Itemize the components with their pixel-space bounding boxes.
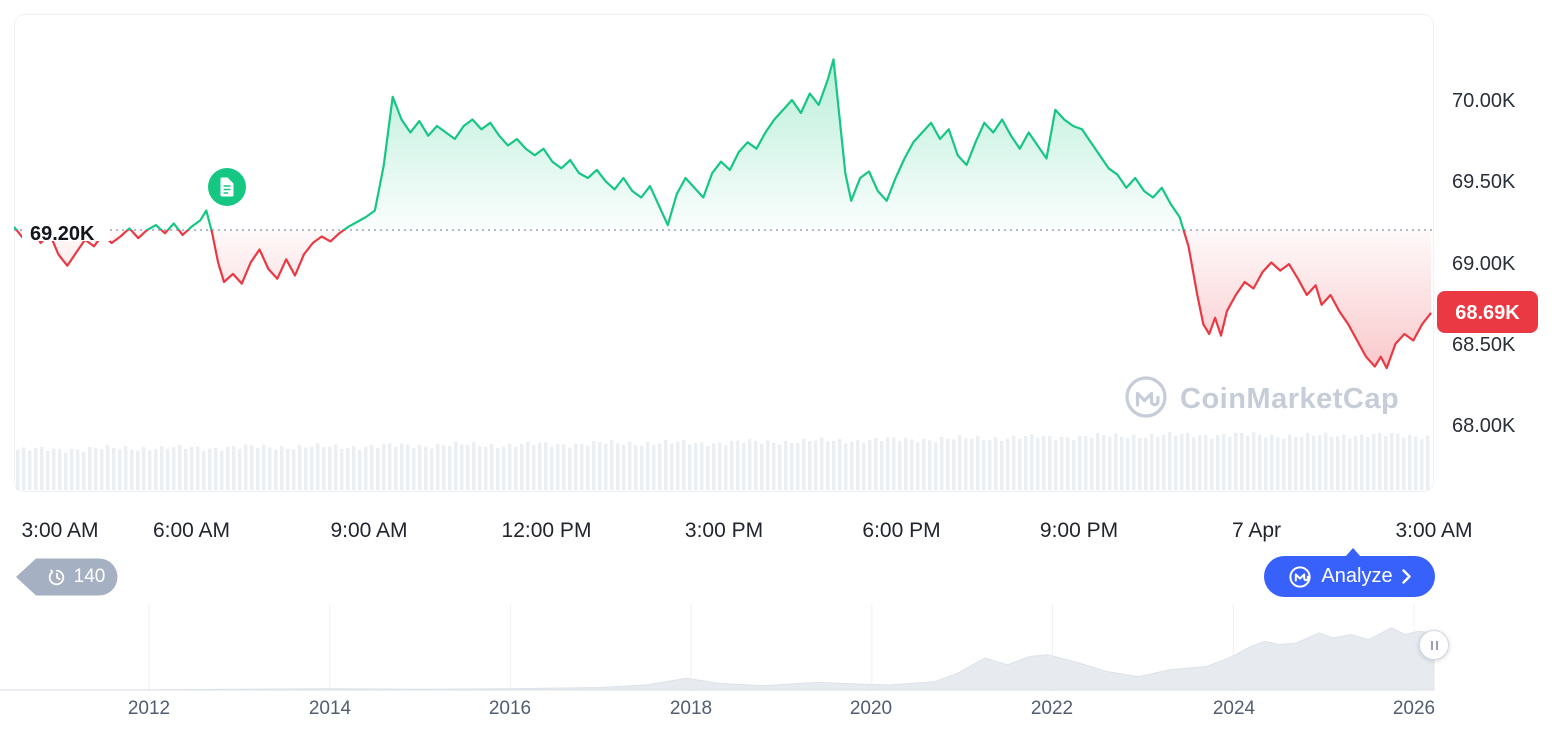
baseline-price-text: 69.20K xyxy=(30,223,95,245)
price-chart[interactable]: 69.20K 70.00K 69.50K 69.00K 68.50K 68.00… xyxy=(0,0,1566,550)
y-axis-tick: 70.00K xyxy=(1452,90,1516,112)
analyze-button-pointer xyxy=(1344,548,1361,557)
year-label: 2022 xyxy=(1030,698,1074,719)
x-axis-tick: 12:00 PM xyxy=(502,519,592,542)
price-area-above-baseline xyxy=(14,59,1431,230)
year-label: 2024 xyxy=(1212,698,1256,719)
x-axis-tick: 6:00 AM xyxy=(153,519,230,542)
current-price-text: 68.69K xyxy=(1455,302,1520,324)
history-badge[interactable]: 140 xyxy=(14,556,120,598)
coinmarketcap-logo-icon xyxy=(1125,376,1167,418)
price-series xyxy=(14,58,1434,370)
y-axis-tick: 68.50K xyxy=(1452,334,1516,356)
x-axis-tick: 3:00 PM xyxy=(685,519,763,542)
history-clock-icon xyxy=(48,569,64,586)
year-label: 2020 xyxy=(849,698,893,719)
navigator-year-axis: 2012 2014 2016 2018 2020 2022 2024 2026 xyxy=(0,698,1566,724)
navigator-gridlines xyxy=(148,604,1415,692)
handle-grip-icon xyxy=(1430,640,1433,650)
coinmarketcap-watermark: CoinMarketCap xyxy=(1125,376,1399,418)
y-axis-tick: 69.50K xyxy=(1452,171,1516,193)
x-axis-tick: 9:00 AM xyxy=(330,519,407,542)
analyze-button[interactable]: Analyze xyxy=(1264,548,1435,597)
x-axis-tick: 3:00 AM xyxy=(21,519,98,542)
y-axis-tick: 68.00K xyxy=(1452,415,1516,437)
navigator-handle[interactable] xyxy=(1419,630,1449,660)
history-badge-background xyxy=(16,558,118,596)
price-line-red xyxy=(15,230,1432,370)
news-marker[interactable] xyxy=(208,168,246,206)
year-label: 2014 xyxy=(308,698,352,719)
y-axis-tick: 69.00K xyxy=(1452,253,1516,275)
year-label: 2012 xyxy=(127,698,171,719)
x-axis-tick: 7 Apr xyxy=(1232,519,1281,542)
x-axis-tick: 3:00 AM xyxy=(1395,519,1472,542)
handle-grip-icon xyxy=(1435,640,1438,650)
x-axis-tick: 6:00 PM xyxy=(862,519,940,542)
price-area-below-baseline xyxy=(14,230,1431,369)
baseline-price-label: 69.20K xyxy=(22,219,110,245)
timeline-navigator[interactable] xyxy=(0,604,1566,692)
current-price-badge: 68.69K xyxy=(1437,291,1538,333)
x-axis: 3:00 AM 6:00 AM 9:00 AM 12:00 PM 3:00 PM… xyxy=(21,519,1472,542)
document-icon xyxy=(227,177,234,184)
x-axis-tick: 9:00 PM xyxy=(1040,519,1118,542)
coinmarketcap-logo-icon xyxy=(1289,565,1312,588)
year-label: 2026 xyxy=(1392,698,1436,719)
volume-bars xyxy=(16,431,1430,490)
year-label: 2016 xyxy=(488,698,532,719)
year-label: 2018 xyxy=(669,698,713,719)
chart-card-border xyxy=(14,14,1434,492)
history-count: 140 xyxy=(73,566,106,587)
watermark-text: CoinMarketCap xyxy=(1180,383,1399,415)
price-line-green xyxy=(14,58,1185,230)
navigator-area xyxy=(0,627,1435,691)
chevron-right-icon xyxy=(1401,569,1411,584)
analyze-button-label: Analyze xyxy=(1321,565,1393,587)
y-axis: 70.00K 69.50K 69.00K 68.50K 68.00K xyxy=(1452,90,1516,437)
